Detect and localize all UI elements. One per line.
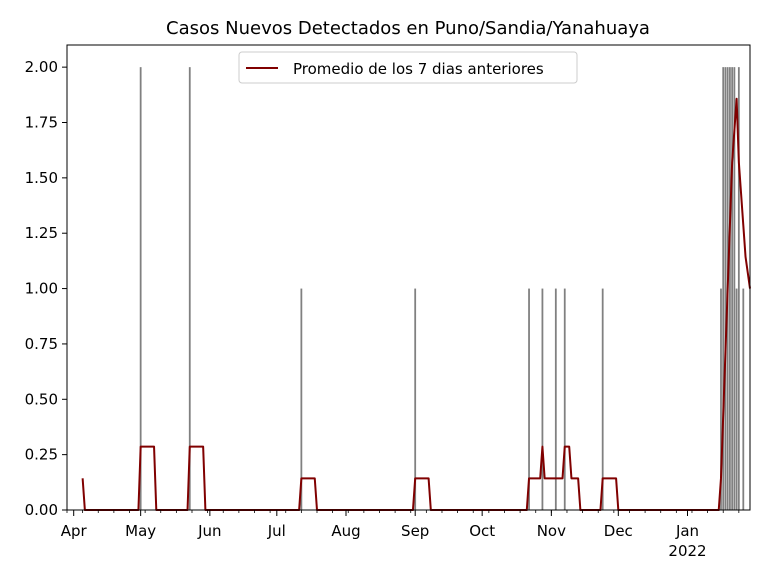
legend: Promedio de los 7 dias anteriores [238,51,578,84]
bar-6 [554,288,557,510]
x-tick-label-2: Jun [197,522,221,540]
y-tick-label-6: 1.50 [25,169,58,187]
bar-15 [733,67,736,510]
bar-18 [742,288,745,510]
bar-9 [720,288,722,510]
series-line-0 [81,97,751,511]
x-tick-sublabel-9: 2022 [668,542,706,560]
x-tick-label-0: Apr [61,522,88,540]
y-tick-label-2: 0.50 [25,390,58,408]
y-tick-label-8: 2.00 [25,58,58,76]
bar-11 [724,67,727,510]
y-tick-label-3: 0.75 [25,335,58,353]
x-tick-label-3: Jul [267,522,286,540]
bar-14 [731,67,734,510]
bar-17 [737,67,740,510]
x-tick-label-1: May [125,522,156,540]
bar-4 [528,288,530,510]
x-tick-label-8: Dec [604,522,633,540]
x-axis: Apr May Jun Jul Aug Sep Oct Nov Dec Jan 2022 [61,510,740,560]
bar-8 [601,288,604,510]
bar-3 [414,288,417,510]
legend-entry-label: Promedio de los 7 dias anteriores [293,60,544,78]
x-tick-label-4: Aug [331,522,360,540]
x-tick-label-5: Sep [401,522,429,540]
bar-0 [139,67,142,510]
bar-10 [722,67,725,510]
plot-frame [66,44,751,511]
bar-1 [188,67,191,510]
x-tick-label-6: Oct [469,522,495,540]
y-tick-label-5: 1.25 [25,224,58,242]
y-tick-label-0: 0.00 [25,501,58,519]
y-tick-label-7: 1.75 [25,114,58,132]
x-tick-label-9: Jan [675,522,699,540]
bar-2 [300,288,303,510]
chart-title: Casos Nuevos Detectados en Puno/Sandia/Y… [166,18,650,39]
bar-7 [563,288,566,510]
y-axis: 0.00 0.25 0.50 0.75 1.00 1.25 1.50 1.75 2.00 [25,58,67,519]
bar-13 [729,67,731,510]
bar-16 [735,288,738,510]
bar-5 [541,288,544,510]
x-tick-label-7: Nov [537,522,566,540]
line-layer [81,97,751,511]
legend-box [238,51,578,84]
y-tick-label-1: 0.25 [25,446,58,464]
y-tick-label-4: 1.00 [25,280,58,298]
